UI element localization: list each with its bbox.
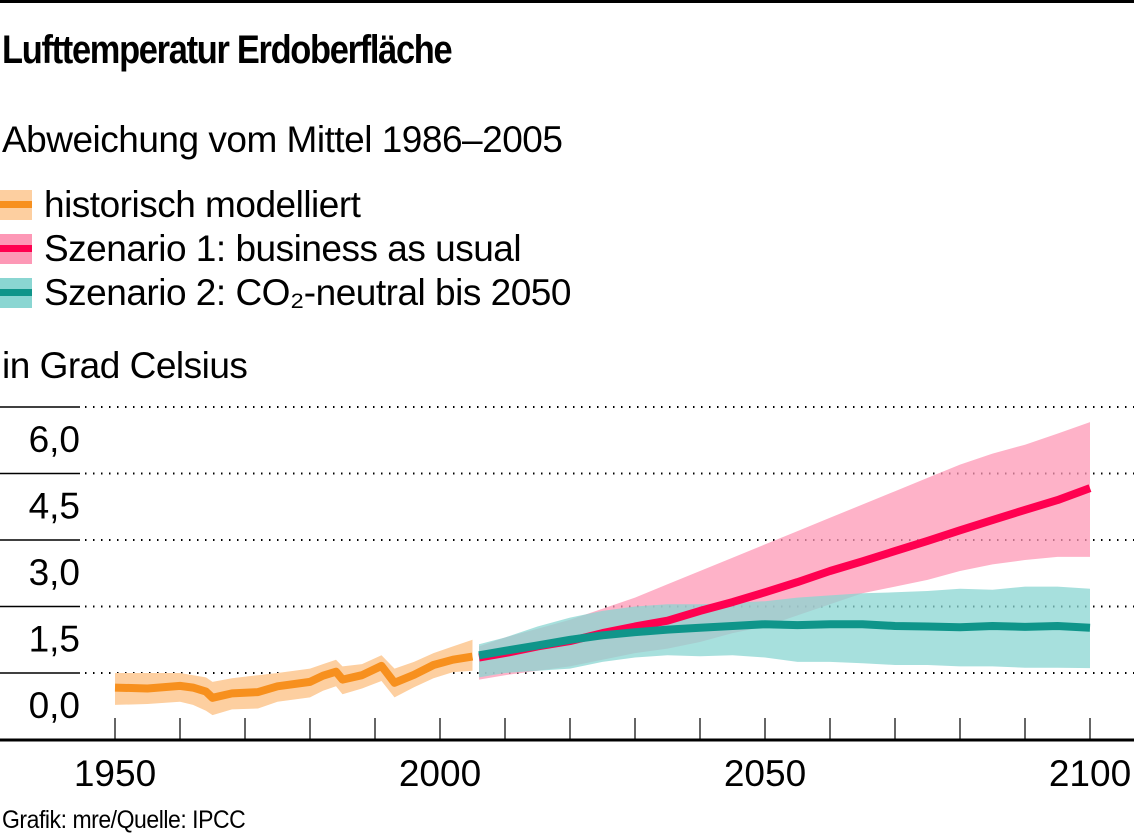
- legend-item-scenario-2: Szenario 2: CO₂-neutral bis 2050: [0, 271, 571, 315]
- x-tick-label: 1950: [74, 753, 156, 794]
- y-tick-label: 6,0: [29, 419, 80, 460]
- legend-label: Szenario 1: business as usual: [44, 228, 522, 269]
- gridlines: [0, 406, 1134, 674]
- line-historical: [114, 652, 474, 702]
- top-rule: [0, 0, 1134, 3]
- legend-label: Szenario 2: CO₂-neutral bis 2050: [44, 272, 571, 313]
- x-tick-label: 2050: [724, 753, 806, 794]
- legend-swatch-scenario-1: [0, 234, 32, 264]
- band-scenario-2: [479, 586, 1090, 678]
- mean-lines: [114, 484, 1092, 702]
- y-tick-label: 1,5: [29, 619, 80, 660]
- axes: [0, 718, 1134, 742]
- y-tick-label: 3,0: [29, 552, 80, 593]
- legend-swatch-scenario-2: [0, 278, 32, 308]
- legend-item-scenario-1: Szenario 1: business as usual: [0, 227, 571, 271]
- band-historical: [115, 639, 473, 716]
- legend-label: historisch modelliert: [44, 184, 361, 225]
- x-tick-label: 2000: [399, 753, 481, 794]
- source-credit: Grafik: mre/Quelle: IPCC: [2, 806, 246, 834]
- line-scenario-2: [478, 620, 1091, 660]
- x-tick-label: 2100: [1049, 753, 1131, 794]
- chart-title: Lufttemperatur Erdoberfläche: [2, 28, 453, 72]
- y-tick-labels: 6,0 4,5 3,0 1,5 0,0: [29, 419, 80, 726]
- legend-item-historical: historisch modelliert: [0, 183, 571, 227]
- uncertainty-bands: [115, 422, 1090, 716]
- y-tick-label: 0,0: [29, 685, 80, 726]
- chart-subtitle: Abweichung vom Mittel 1986–2005: [2, 119, 563, 160]
- y-tick-label: 4,5: [29, 486, 80, 527]
- legend: historisch modelliert Szenario 1: busine…: [0, 183, 571, 315]
- x-tick-labels: 1950 2000 2050 2100: [74, 753, 1131, 794]
- y-axis-unit-label: in Grad Celsius: [2, 345, 248, 386]
- legend-swatch-historical: [0, 190, 32, 220]
